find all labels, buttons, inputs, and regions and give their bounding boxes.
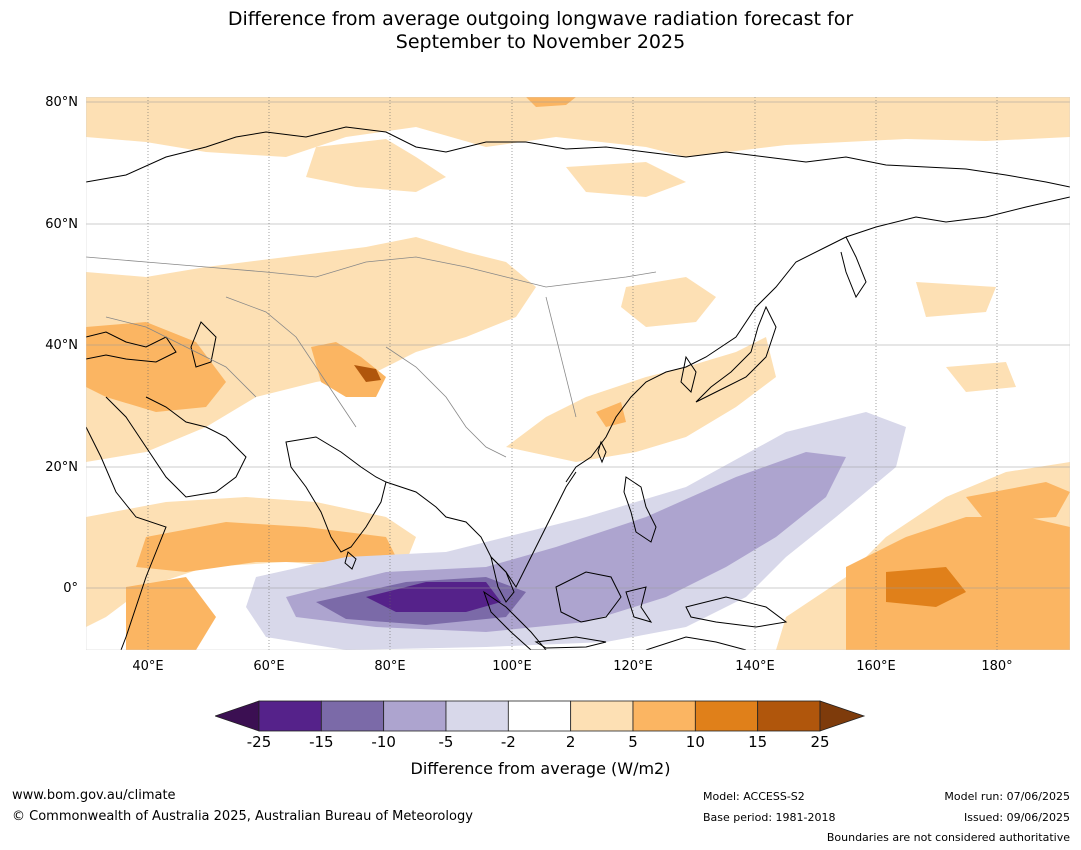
olr-anomaly-map	[86, 97, 1070, 650]
colorbar-tick-label: 2	[565, 733, 576, 751]
colorbar-label: Difference from average (W/m2)	[410, 759, 671, 778]
colorbar-tick-label: -5	[438, 733, 454, 751]
colorbar-bins	[258, 700, 821, 732]
map-title-line1: Difference from average outgoing longwav…	[227, 8, 854, 30]
lat-label-60n: 60°N	[45, 217, 78, 232]
lat-label-equator: 0°	[63, 581, 78, 596]
colorbar-bin	[445, 700, 509, 732]
lon-label-100e: 100°E	[492, 659, 532, 674]
lon-label-180: 180°	[981, 659, 1013, 674]
base-period: Base period: 1981-2018	[703, 811, 836, 824]
lon-label-40e: 40°E	[132, 659, 164, 674]
lon-label-160e: 160°E	[856, 659, 896, 674]
boundaries-disclaimer: Boundaries are not considered authoritat…	[826, 831, 1070, 844]
colorbar-bin	[757, 700, 821, 732]
lat-label-40n: 40°N	[45, 338, 78, 353]
colorbar-bin	[320, 700, 385, 732]
colorbar-bin	[258, 700, 322, 732]
colorbar-tick-label: -10	[371, 733, 396, 751]
lon-label-120e: 120°E	[613, 659, 653, 674]
colorbar-tick-label: 15	[748, 733, 768, 751]
colorbar-bin	[507, 700, 572, 732]
colorbar-extend-low	[215, 700, 260, 732]
colorbar	[215, 700, 866, 732]
colorbar-tick-label: -2	[500, 733, 516, 751]
lat-label-20n: 20°N	[45, 460, 78, 475]
colorbar-tick-label: -15	[309, 733, 334, 751]
colorbar-bin	[570, 700, 634, 732]
lon-label-140e: 140°E	[735, 659, 775, 674]
website-link[interactable]: www.bom.gov.au/climate	[12, 788, 176, 803]
lon-label-60e: 60°E	[253, 659, 285, 674]
anomaly-shading	[86, 97, 1070, 650]
colorbar-bin	[383, 700, 447, 732]
model-info: Model: ACCESS-S2	[703, 790, 805, 803]
map-title: Difference from average outgoing longwav…	[0, 8, 1081, 54]
colorbar-tick-label: 5	[628, 733, 638, 751]
colorbar-tick-label: 10	[685, 733, 705, 751]
map-title-line2: September to November 2025	[395, 31, 686, 53]
colorbar-extend-high	[819, 700, 866, 732]
lon-label-80e: 80°E	[374, 659, 406, 674]
issued-date: Issued: 09/06/2025	[963, 811, 1070, 824]
colorbar-bin	[694, 700, 759, 732]
colorbar-tick-label: -25	[246, 733, 272, 751]
copyright-text: © Commonwealth of Australia 2025, Austra…	[12, 809, 473, 824]
graticule	[86, 97, 1070, 650]
country-borders	[86, 256, 657, 458]
model-run-date: Model run: 07/06/2025	[944, 790, 1070, 803]
coastlines	[86, 126, 1070, 650]
colorbar-bin	[632, 700, 696, 732]
colorbar-tick-label: 25	[810, 733, 830, 751]
lat-label-80n: 80°N	[45, 95, 78, 110]
